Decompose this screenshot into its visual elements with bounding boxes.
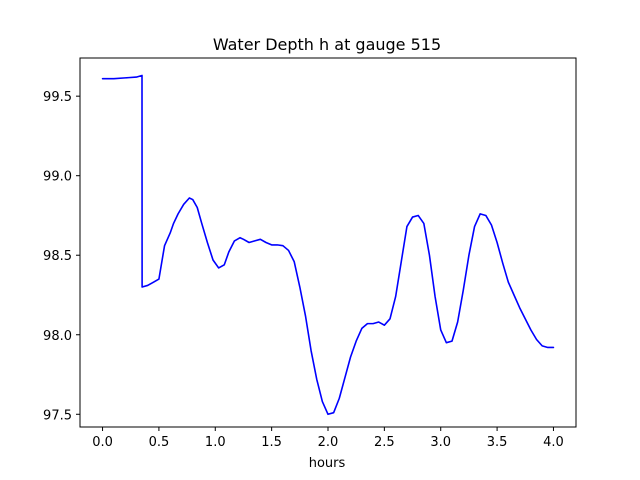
- y-tick-label: 98.0: [43, 329, 72, 344]
- y-tick-label: 98.5: [43, 249, 72, 264]
- series-line: [101, 74, 555, 416]
- x-tick-label: 0.5: [149, 435, 170, 450]
- y-tick-label: 99.0: [43, 170, 72, 185]
- series-layer: [101, 74, 555, 416]
- plot-frame: [79, 57, 577, 428]
- y-tick-label: 97.5: [43, 408, 72, 423]
- chart-title: Water Depth h at gauge 515: [213, 35, 441, 54]
- x-tick-label: 3.0: [430, 435, 451, 450]
- y-axis-ticks: 97.5 98.0 98.5 99.0 99.5: [43, 90, 80, 423]
- y-tick-label: 99.5: [43, 90, 72, 105]
- x-tick-label: 0.0: [92, 435, 113, 450]
- x-axis-label: hours: [309, 456, 346, 471]
- x-tick-label: 2.5: [374, 435, 395, 450]
- x-axis-ticks: 0.0 0.5 1.0 1.5 2.0 2.5 3.0 3.5 4.0: [92, 427, 564, 450]
- x-tick-label: 2.0: [318, 435, 339, 450]
- x-tick-label: 4.0: [543, 435, 564, 450]
- x-tick-label: 3.5: [487, 435, 508, 450]
- x-tick-label: 1.0: [205, 435, 226, 450]
- x-tick-label: 1.5: [261, 435, 282, 450]
